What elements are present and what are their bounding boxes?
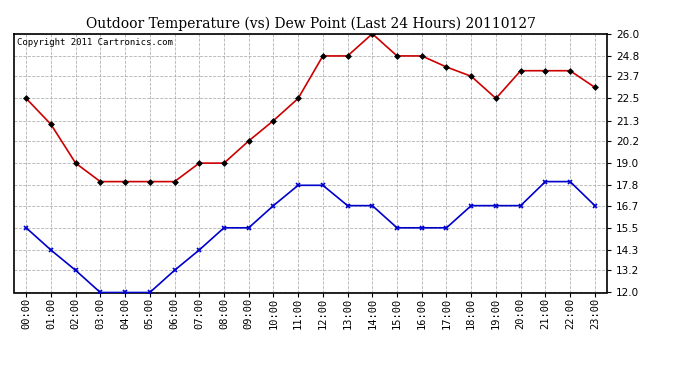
Title: Outdoor Temperature (vs) Dew Point (Last 24 Hours) 20110127: Outdoor Temperature (vs) Dew Point (Last… (86, 17, 535, 31)
Text: Copyright 2011 Cartronics.com: Copyright 2011 Cartronics.com (17, 38, 172, 46)
